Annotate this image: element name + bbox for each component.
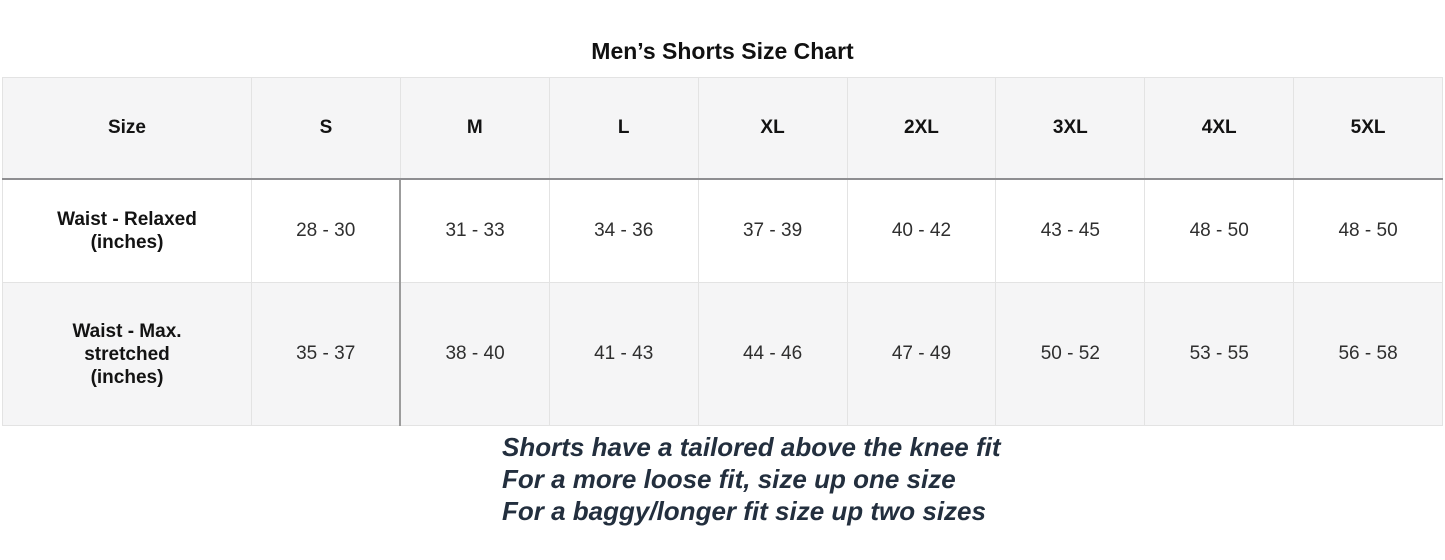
row-label-line: Waist - Relaxed	[57, 208, 197, 230]
column-header-3xl: 3XL	[995, 77, 1146, 180]
size-cell: 47 - 49	[846, 282, 997, 426]
row-label-line: stretched	[84, 343, 170, 365]
size-cell: 56 - 58	[1293, 282, 1443, 426]
column-header-xl: XL	[697, 77, 848, 180]
size-cell: 34 - 36	[548, 178, 699, 283]
column-header-m: M	[399, 77, 550, 180]
column-header-size: Size	[2, 77, 252, 180]
column-header-l: L	[548, 77, 699, 180]
page-title: Men’s Shorts Size Chart	[591, 38, 854, 64]
size-chart-table: Size S M L XL 2XL 3XL 4XL 5XL Waist - Re…	[2, 77, 1443, 426]
table-row-waist-relaxed: Waist - Relaxed (inches) 28 - 30 31 - 33…	[2, 178, 1443, 283]
fit-notes: Shorts have a tailored above the knee fi…	[502, 431, 1445, 527]
size-cell: 40 - 42	[846, 178, 997, 283]
row-label-line: (inches)	[90, 366, 164, 388]
size-cell: 48 - 50	[1293, 178, 1443, 283]
fit-note-line: Shorts have a tailored above the knee fi…	[502, 432, 1001, 462]
size-chart-page: Men’s Shorts Size Chart Size S M L XL 2X…	[0, 38, 1445, 560]
row-label-line: (inches)	[90, 231, 164, 253]
column-header-2xl: 2XL	[846, 77, 997, 180]
size-cell: 28 - 30	[251, 178, 402, 283]
size-cell: 44 - 46	[697, 282, 848, 426]
size-cell: 53 - 55	[1144, 282, 1295, 426]
column-header-5xl: 5XL	[1293, 77, 1443, 180]
size-cell: 31 - 33	[399, 178, 550, 283]
row-label-waist-relaxed: Waist - Relaxed (inches)	[2, 178, 252, 283]
header-row: Size S M L XL 2XL 3XL 4XL 5XL	[2, 77, 1443, 180]
size-cell: 43 - 45	[995, 178, 1146, 283]
size-cell: 38 - 40	[399, 282, 550, 426]
size-cell: 50 - 52	[995, 282, 1146, 426]
fit-note-line: For a more loose fit, size up one size	[502, 464, 956, 494]
row-label-waist-max-stretched: Waist - Max. stretched (inches)	[2, 282, 252, 426]
size-cell: 41 - 43	[548, 282, 699, 426]
size-cell: 35 - 37	[251, 282, 402, 426]
row-label-line: Waist - Max.	[72, 320, 182, 342]
table-row-waist-max-stretched: Waist - Max. stretched (inches) 35 - 37 …	[2, 282, 1443, 426]
fit-note-line: For a baggy/longer fit size up two sizes	[502, 496, 986, 526]
column-header-4xl: 4XL	[1144, 77, 1295, 180]
column-header-s: S	[251, 77, 401, 180]
size-cell: 48 - 50	[1144, 178, 1295, 283]
size-cell: 37 - 39	[697, 178, 848, 283]
